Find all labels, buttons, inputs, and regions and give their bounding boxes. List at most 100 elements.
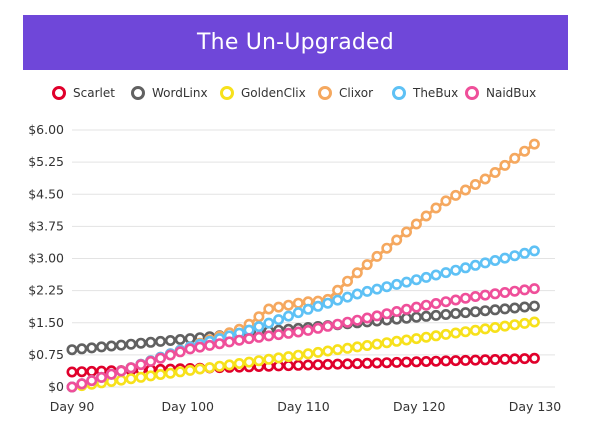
data-point bbox=[66, 344, 78, 356]
legend-marker bbox=[131, 86, 145, 100]
data-point bbox=[243, 333, 255, 345]
data-point bbox=[174, 346, 186, 358]
data-point bbox=[76, 366, 88, 378]
data-point bbox=[440, 195, 452, 207]
title-banner: The Un-Upgraded bbox=[23, 15, 568, 70]
data-point bbox=[96, 371, 108, 383]
data-point bbox=[66, 366, 78, 378]
legend-label: TheBux bbox=[413, 86, 459, 100]
data-point bbox=[341, 275, 353, 287]
data-point bbox=[528, 138, 540, 150]
legend-item-wordlinx: WordLinx bbox=[131, 82, 208, 104]
data-point bbox=[204, 339, 216, 351]
data-point bbox=[282, 351, 294, 363]
data-point bbox=[489, 288, 501, 300]
data-point bbox=[420, 310, 432, 322]
data-point bbox=[371, 338, 383, 350]
data-point bbox=[459, 262, 471, 274]
data-point bbox=[381, 308, 393, 320]
data-point bbox=[135, 359, 147, 371]
data-point bbox=[332, 318, 344, 330]
data-point bbox=[115, 339, 127, 351]
data-point bbox=[194, 341, 206, 353]
data-point bbox=[381, 242, 393, 254]
data-point bbox=[322, 358, 334, 370]
data-point bbox=[322, 320, 334, 332]
data-point bbox=[440, 296, 452, 308]
data-point bbox=[440, 328, 452, 340]
data-point bbox=[459, 354, 471, 366]
data-point bbox=[302, 324, 314, 336]
data-point bbox=[282, 360, 294, 372]
data-point bbox=[145, 336, 157, 348]
legend-item-naidbux: NaidBux bbox=[465, 82, 536, 104]
data-point bbox=[509, 285, 521, 297]
legend-label: Clixor bbox=[339, 86, 374, 100]
data-point bbox=[214, 338, 226, 350]
data-point bbox=[76, 343, 88, 355]
data-point bbox=[509, 319, 521, 331]
data-point bbox=[410, 301, 422, 313]
data-point bbox=[282, 310, 294, 322]
data-point bbox=[253, 311, 265, 323]
data-point bbox=[459, 292, 471, 304]
data-point bbox=[528, 245, 540, 257]
data-point bbox=[135, 337, 147, 349]
data-point bbox=[233, 357, 245, 369]
data-point bbox=[302, 348, 314, 360]
data-point bbox=[361, 285, 373, 297]
data-point bbox=[312, 359, 324, 371]
data-point bbox=[164, 367, 176, 379]
data-point bbox=[519, 145, 531, 157]
data-point bbox=[204, 362, 216, 374]
data-point bbox=[253, 331, 265, 343]
data-point bbox=[489, 304, 501, 316]
data-point bbox=[223, 336, 235, 348]
data-point bbox=[430, 355, 442, 367]
data-point bbox=[312, 300, 324, 312]
data-point bbox=[499, 353, 511, 365]
y-tick-label: $0.75 bbox=[28, 347, 64, 362]
data-point bbox=[332, 344, 344, 356]
data-point bbox=[351, 288, 363, 300]
y-tick-label: $5.25 bbox=[28, 154, 64, 169]
data-point bbox=[499, 320, 511, 332]
data-point bbox=[96, 341, 108, 353]
data-point bbox=[125, 373, 137, 385]
data-point bbox=[479, 289, 491, 301]
data-point bbox=[145, 355, 157, 367]
data-point bbox=[86, 342, 98, 354]
data-point bbox=[125, 362, 137, 374]
data-point bbox=[479, 305, 491, 317]
data-point bbox=[332, 294, 344, 306]
data-point bbox=[351, 314, 363, 326]
y-tick-label: $1.50 bbox=[28, 315, 64, 330]
legend-label: WordLinx bbox=[152, 86, 208, 100]
data-point bbox=[528, 316, 540, 328]
data-point bbox=[263, 317, 275, 329]
data-point bbox=[420, 355, 432, 367]
data-point bbox=[332, 284, 344, 296]
y-tick-label: $3.00 bbox=[28, 251, 64, 266]
data-point bbox=[135, 371, 147, 383]
data-point bbox=[371, 310, 383, 322]
data-point bbox=[105, 340, 117, 352]
data-point bbox=[351, 341, 363, 353]
data-point bbox=[489, 353, 501, 365]
data-point bbox=[391, 278, 403, 290]
x-tick-label: Day 110 bbox=[277, 399, 330, 414]
data-point bbox=[233, 334, 245, 346]
data-point bbox=[282, 299, 294, 311]
data-point bbox=[332, 358, 344, 370]
data-point bbox=[430, 269, 442, 281]
data-point bbox=[489, 321, 501, 333]
data-point bbox=[292, 349, 304, 361]
data-point bbox=[253, 321, 265, 333]
series-goldenclix bbox=[66, 316, 540, 393]
data-point bbox=[519, 317, 531, 329]
y-tick-label: $3.75 bbox=[28, 218, 64, 233]
data-point bbox=[479, 257, 491, 269]
data-point bbox=[420, 331, 432, 343]
data-point bbox=[371, 283, 383, 295]
data-point bbox=[391, 356, 403, 368]
